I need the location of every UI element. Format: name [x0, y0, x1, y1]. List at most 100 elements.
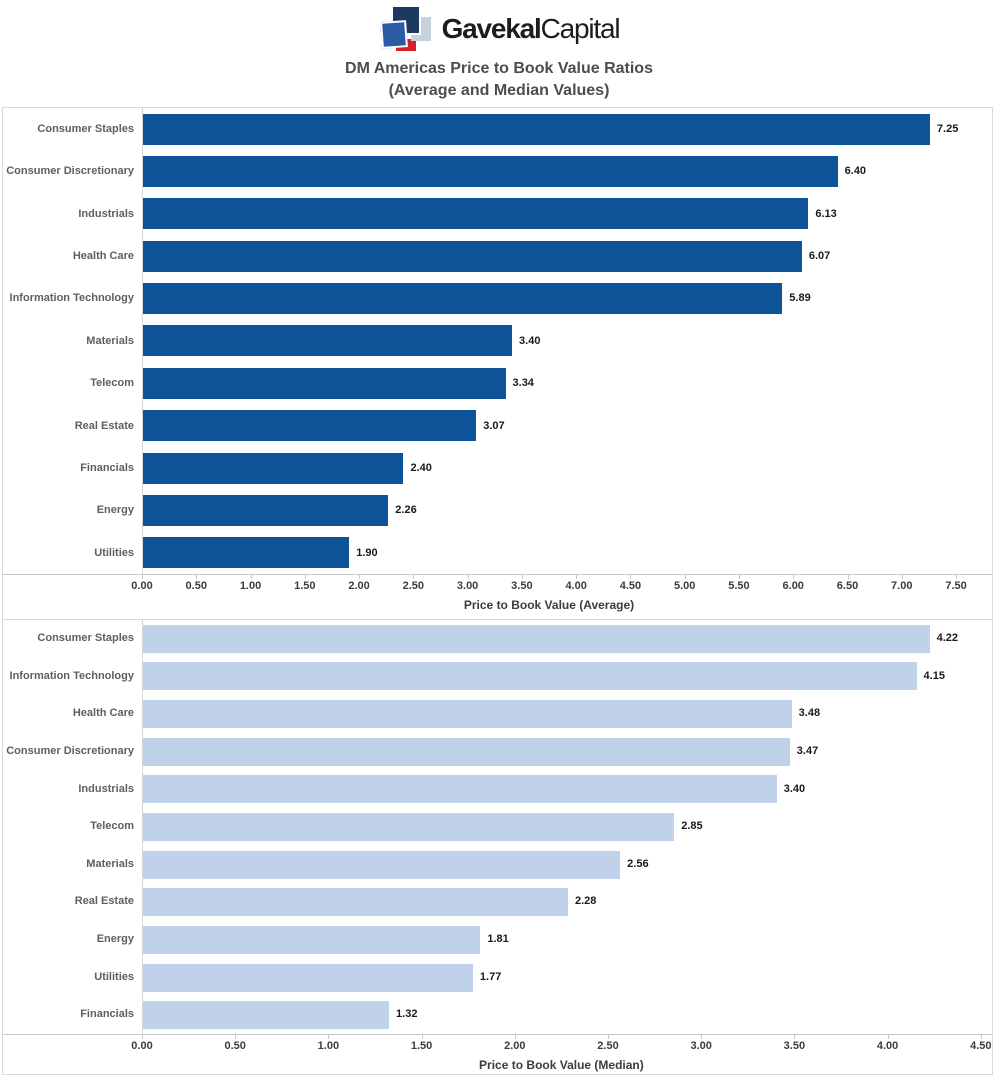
axis-tick-label: 1.50: [294, 580, 316, 592]
axis-tick: [421, 1034, 423, 1039]
chart-row: Utilities 1.90: [3, 532, 992, 574]
bar: [143, 367, 506, 399]
axis-tick-label: 4.00: [876, 1040, 899, 1052]
bar: [143, 850, 621, 879]
axis-tick: [794, 1034, 796, 1039]
category-label: Real Estate: [74, 419, 134, 432]
page-title: DM Americas Price to Book Value Ratios (…: [0, 58, 998, 102]
bar: [143, 662, 917, 691]
category-label: Health Care: [72, 707, 134, 720]
axis-tick: [738, 574, 740, 579]
chart-row: Telecom 3.34: [3, 362, 992, 404]
axis-tick: [304, 574, 306, 579]
value-label: 1.32: [396, 1008, 418, 1021]
value-label: 1.90: [356, 546, 378, 559]
chart-row: Consumer Discretionary 6.40: [3, 150, 992, 192]
bar: [143, 113, 930, 145]
axis-tick: [514, 1034, 516, 1039]
axis-tick-label: 5.50: [728, 580, 750, 592]
chart-row: Information Technology 4.15: [3, 658, 992, 696]
axis-tick-label: 3.00: [690, 1040, 712, 1052]
chart-row: Financials 2.40: [3, 447, 992, 489]
category-label: Real Estate: [74, 895, 134, 908]
axis-tick: [359, 574, 361, 579]
axis-tick: [196, 574, 198, 579]
average-axis-title: Price to Book Value (Average): [463, 598, 635, 612]
axis-tick-label: 3.50: [511, 580, 533, 592]
chart-row: Energy 1.81: [3, 921, 992, 959]
logo-wordmark-bold: Gavekal: [441, 12, 542, 44]
header: GavekalCapital DM Americas Price to Book…: [0, 0, 998, 102]
category-label: Information Technology: [9, 669, 134, 682]
value-label: 2.56: [627, 857, 649, 870]
value-label: 6.07: [808, 250, 831, 263]
category-label: Consumer Discretionary: [6, 744, 134, 757]
chart-row: Information Technology 5.89: [3, 277, 992, 319]
axis-tick: [467, 574, 469, 579]
chart-row: Real Estate 2.28: [3, 883, 992, 921]
axis-tick-label: 3.50: [783, 1040, 806, 1052]
bar: [143, 325, 513, 357]
chart-row: Materials 3.40: [3, 320, 992, 362]
bar: [143, 813, 675, 841]
value-label: 3.47: [796, 744, 819, 757]
bar: [143, 494, 389, 526]
axis-tick-label: 3.00: [456, 580, 479, 592]
chart-row: Real Estate 3.07: [3, 405, 992, 447]
bar: [143, 283, 783, 315]
chart-row: Materials 2.56: [3, 846, 992, 884]
bar: [143, 410, 477, 442]
category-label: Industrials: [78, 782, 134, 795]
axis-tick: [235, 1034, 237, 1039]
value-label: 6.40: [844, 165, 867, 178]
chart-row: Consumer Discretionary 3.47: [3, 733, 992, 771]
bar: [143, 452, 404, 484]
axis-tick-label: 5.00: [673, 580, 696, 592]
chart-row: Health Care 6.07: [3, 235, 992, 277]
axis-tick-label: 7.50: [945, 580, 967, 592]
axis-tick: [630, 574, 632, 579]
value-label: 5.89: [789, 292, 811, 305]
axis-tick: [142, 574, 143, 579]
chart-row: Industrials 6.13: [3, 193, 992, 235]
average-chart-vertical-axis-line: [142, 108, 143, 574]
value-label: 3.07: [483, 419, 505, 432]
axis-tick-label: 1.00: [317, 1040, 340, 1052]
axis-tick: [250, 574, 252, 579]
value-label: 3.40: [783, 782, 806, 795]
median-chart-panel: Consumer Staples 4.22 Information Technolo…: [2, 619, 993, 1075]
chart-row: Financials 1.32: [3, 996, 992, 1034]
bar: [143, 198, 809, 230]
median-chart-rows: Consumer Staples 4.22 Information Technolo…: [3, 620, 992, 1034]
bar: [143, 240, 802, 272]
bar: [143, 888, 568, 917]
axis-tick-label: 6.00: [782, 580, 804, 592]
category-label: Telecom: [90, 377, 134, 390]
value-label: 3.34: [512, 377, 534, 390]
value-label: 4.15: [923, 669, 945, 682]
axis-tick: [576, 574, 578, 579]
gavekal-logo-icon: [379, 4, 435, 52]
bar: [143, 775, 777, 804]
value-label: 2.85: [681, 820, 703, 833]
category-label: Materials: [86, 334, 134, 347]
chart-row: Consumer Staples 4.22: [3, 620, 992, 658]
axis-tick: [701, 1034, 703, 1039]
axis-tick: [684, 574, 686, 579]
axis-tick-label: 7.00: [891, 580, 913, 592]
axis-tick-label: 4.00: [565, 580, 587, 592]
axis-tick: [887, 1034, 889, 1039]
value-label: 1.77: [479, 970, 502, 983]
logo-wordmark: GavekalCapital: [441, 5, 621, 52]
median-chart-axis-line: [3, 1034, 992, 1035]
value-label: 2.26: [395, 504, 417, 517]
value-label: 2.28: [574, 895, 597, 908]
bar: [143, 624, 930, 653]
median-chart-vertical-axis-line: [142, 620, 143, 1034]
axis-tick-label: 4.50: [619, 580, 642, 592]
category-label: Consumer Staples: [37, 632, 134, 644]
chart-row: Utilities 1.77: [3, 959, 992, 997]
category-label: Financials: [80, 461, 134, 474]
value-label: 2.40: [410, 461, 432, 474]
chart-row: Energy 2.26: [3, 489, 992, 531]
